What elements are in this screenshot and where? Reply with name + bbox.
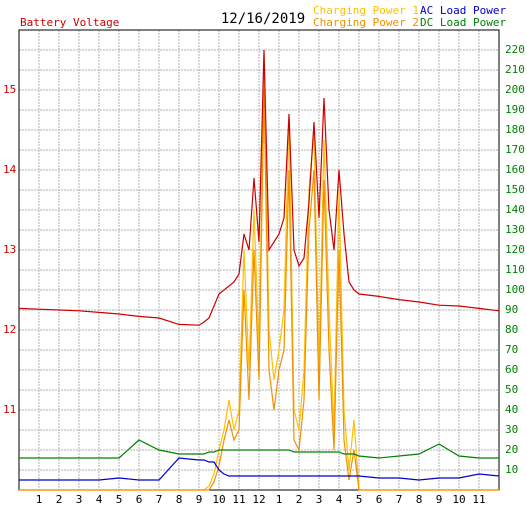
y2-tick-label: 190	[505, 103, 525, 116]
x-tick-label: 3	[76, 493, 83, 506]
y-tick-label: 13	[3, 243, 16, 256]
x-tick-label: 7	[156, 493, 163, 506]
x-tick-label: 8	[176, 493, 183, 506]
y2-tick-label: 170	[505, 143, 525, 156]
y2-tick-label: 80	[505, 323, 518, 336]
x-tick-label: 5	[356, 493, 363, 506]
series-line	[19, 439, 499, 459]
y-tick-label: 11	[3, 403, 16, 416]
y2-tick-label: 140	[505, 203, 525, 216]
x-tick-label: 6	[136, 493, 143, 506]
legend-entry: DC Load Power	[420, 16, 506, 29]
y2-tick-label: 120	[505, 243, 525, 256]
y2-tick-label: 210	[505, 63, 525, 76]
y2-tick-label: 30	[505, 423, 518, 436]
y2-tick-label: 160	[505, 163, 525, 176]
y2-tick-label: 50	[505, 383, 518, 396]
y-tick-label: 12	[3, 323, 16, 336]
legend-entry: AC Load Power	[420, 4, 506, 17]
x-tick-label: 3	[316, 493, 323, 506]
x-tick-label: 6	[376, 493, 383, 506]
x-tick-label: 9	[436, 493, 443, 506]
legend-entry: Charging Power 1	[313, 4, 419, 17]
y2-tick-label: 10	[505, 463, 518, 476]
x-tick-label: 1	[36, 493, 43, 506]
x-tick-label: 12	[252, 493, 265, 506]
x-tick-label: 7	[396, 493, 403, 506]
x-tick-label: 8	[416, 493, 423, 506]
x-tick-label: 10	[452, 493, 465, 506]
legend-entry: Charging Power 2	[313, 16, 419, 29]
y2-tick-label: 40	[505, 403, 518, 416]
x-tick-label: 2	[56, 493, 63, 506]
series-line	[19, 89, 499, 491]
x-tick-label: 9	[196, 493, 203, 506]
y2-tick-label: 220	[505, 43, 525, 56]
y-tick-label: 15	[3, 83, 16, 96]
plot-frame	[18, 29, 500, 491]
chart-title: 12/16/2019	[221, 11, 305, 27]
y2-tick-label: 100	[505, 283, 525, 296]
x-tick-label: 10	[212, 493, 225, 506]
x-tick-label: 1	[276, 493, 283, 506]
y2-tick-label: 90	[505, 303, 518, 316]
y2-tick-label: 180	[505, 123, 525, 136]
y2-tick-label: 60	[505, 363, 518, 376]
y-tick-label: 14	[3, 163, 17, 176]
y2-tick-label: 20	[505, 443, 518, 456]
x-tick-label: 4	[96, 493, 103, 506]
series-line	[18, 49, 500, 326]
x-tick-label: 2	[296, 493, 303, 506]
x-tick-label: 4	[336, 493, 343, 506]
series-line	[19, 457, 500, 481]
y2-tick-label: 70	[505, 343, 518, 356]
y2-tick-label: 130	[505, 223, 525, 236]
x-tick-label: 11	[232, 493, 245, 506]
y2-tick-label: 150	[505, 183, 525, 196]
y2-tick-label: 200	[505, 83, 525, 96]
legend-entry: Battery Voltage	[20, 16, 119, 29]
y2-tick-label: 110	[505, 263, 525, 276]
x-tick-label: 11	[472, 493, 485, 506]
x-tick-label: 5	[116, 493, 123, 506]
